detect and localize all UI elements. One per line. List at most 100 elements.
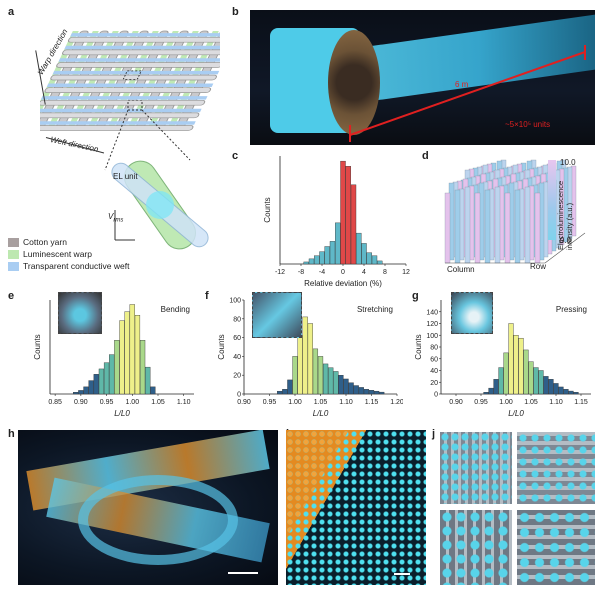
y-axis-label: Counts <box>33 334 42 359</box>
legend-text: Cotton yarn <box>23 237 67 247</box>
histogram-bar <box>333 371 339 395</box>
histogram-bar <box>361 243 367 265</box>
histogram-bar <box>508 323 514 395</box>
x-tick-label: 1.10 <box>177 399 191 406</box>
histogram-bar <box>139 340 146 395</box>
y-axis-label: Counts <box>263 197 272 222</box>
legend-swatch <box>8 237 19 247</box>
x-tick-label: 8 <box>383 269 387 276</box>
histogram-bar <box>356 232 362 265</box>
histogram-bar <box>98 368 105 395</box>
chart-e: 0.85 0.90 0.95 1.00 1.05 1.10 L/L0 Counts Bendin… <box>33 300 194 418</box>
histogram-bar <box>129 304 135 395</box>
y-tick-label: 100 <box>229 298 241 305</box>
chart-annotation: Stretching <box>357 305 393 314</box>
histogram-bar <box>297 335 303 395</box>
x-tick-label: 0.90 <box>449 399 463 406</box>
chart-annotation: Bending <box>161 305 190 314</box>
chart-f: 0.90 0.95 1.00 1.05 1.10 1.15 1.20 0 20 40 60 80 100… <box>217 298 403 419</box>
histogram-bar <box>292 356 298 395</box>
x-tick-label: 0.90 <box>74 399 88 406</box>
histogram-bar <box>503 352 509 395</box>
y-tick-label: 60 <box>430 356 438 363</box>
bar3d-column <box>454 189 461 264</box>
x-axis-label: L/L0 <box>508 409 524 418</box>
histogram-bar <box>335 222 341 265</box>
micro-photo-2 <box>517 432 595 504</box>
y-tick-label: 40 <box>430 368 438 375</box>
bar3d-column <box>514 189 521 264</box>
histogram-bar <box>363 389 370 395</box>
x-axis-label: L/L0 <box>313 409 329 418</box>
histogram-bar <box>338 374 344 395</box>
x-tick-label: 0 <box>341 269 345 276</box>
bar3d-column <box>474 192 481 264</box>
histogram-bar <box>307 323 313 395</box>
histogram-bar <box>538 370 544 395</box>
histogram-bar <box>573 392 579 395</box>
y-axis-label: Counts <box>414 334 423 359</box>
panel-j-label: j <box>432 428 436 440</box>
y-tick-label: 140 <box>426 309 438 316</box>
bar3d-column <box>464 186 471 264</box>
histogram-bar <box>312 348 319 395</box>
histogram-bar <box>483 392 489 395</box>
panel-e-label: e <box>8 290 15 302</box>
x-tick-label: -8 <box>298 269 304 276</box>
y-tick-label: 20 <box>430 380 438 387</box>
histogram-bar <box>319 251 325 265</box>
y-tick-label: 80 <box>233 316 241 323</box>
histogram-bar <box>345 166 351 265</box>
histogram-bar <box>340 160 346 265</box>
histogram-bar <box>287 379 293 395</box>
folded-fabric-photo <box>18 430 278 585</box>
panel-c-label: c <box>232 150 239 162</box>
y-tick-label: 100 <box>426 333 438 340</box>
histogram-bar <box>548 379 554 395</box>
stretching-inset-photo <box>252 292 302 338</box>
x-tick-label: 0.90 <box>237 399 251 406</box>
x-tick-label: 1.00 <box>125 399 139 406</box>
histogram-bar <box>533 367 539 395</box>
legend-item: Luminescent warp <box>8 249 129 259</box>
histogram-bar <box>568 390 574 395</box>
histogram-bar <box>109 354 115 395</box>
bar3d-column <box>504 192 511 264</box>
legend-text: Luminescent warp <box>23 249 92 259</box>
micro-photo-4 <box>517 510 595 585</box>
el-unit-label: EL unit <box>113 172 138 181</box>
histogram-bar <box>83 386 89 395</box>
legend-text: Transparent conductive weft <box>23 261 130 271</box>
el-unit-zoom <box>104 100 209 250</box>
histogram-bar <box>353 385 359 395</box>
y-tick-label: 60 <box>233 335 241 342</box>
legend-a: Cotton yarn Luminescent warp Transparent c… <box>8 237 129 273</box>
chart-annotation: Pressing <box>556 305 587 314</box>
legend-item: Cotton yarn <box>8 237 129 247</box>
x-tick-label: 0.95 <box>263 399 277 406</box>
histogram-bar <box>493 379 499 395</box>
histogram-bar <box>358 387 364 395</box>
histogram-bar <box>373 390 380 395</box>
x-tick-label: 1.05 <box>314 399 328 406</box>
x-tick-label: 1.15 <box>365 399 379 406</box>
micro-photo-3 <box>440 510 512 585</box>
histogram-bar <box>303 261 309 265</box>
bar3d-column <box>484 189 491 264</box>
colorbar-bottom-label: 9.0 <box>560 236 572 245</box>
histogram-bar <box>93 374 99 395</box>
x-tick-label: 1.15 <box>574 399 588 406</box>
x-tick-label: 1.00 <box>288 399 302 406</box>
x-tick-label: 1.05 <box>151 399 165 406</box>
histogram-bar <box>348 382 354 395</box>
panel-g-label: g <box>412 290 419 302</box>
row-axis-label: Row <box>530 262 547 271</box>
panel-f-label: f <box>205 290 209 302</box>
histogram-bar <box>343 378 349 395</box>
x-tick-label: 0.95 <box>474 399 488 406</box>
histogram-bar <box>366 252 372 265</box>
histogram-bar <box>558 386 564 395</box>
bar3d-column <box>534 192 541 264</box>
histogram-bar <box>543 376 549 395</box>
x-tick-label: 1.20 <box>390 399 403 406</box>
